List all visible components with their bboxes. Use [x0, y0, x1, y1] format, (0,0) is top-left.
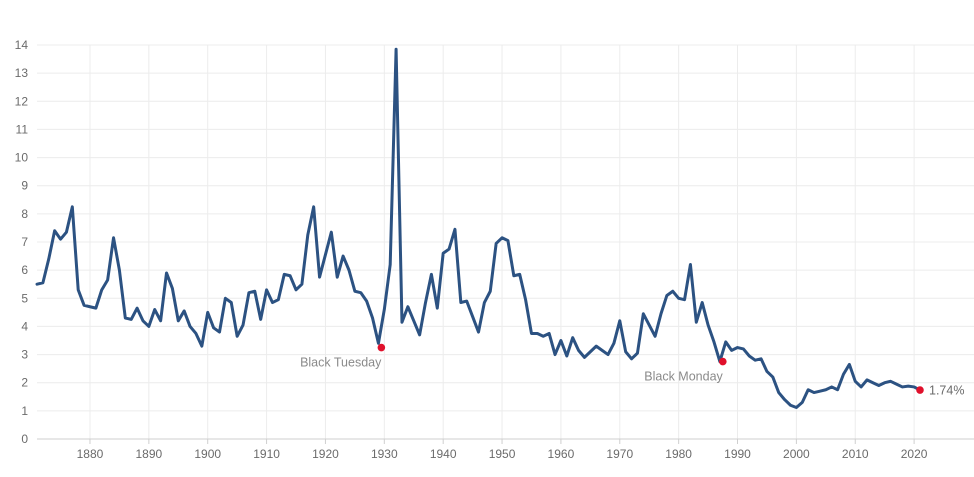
last-value-marker	[916, 386, 924, 394]
x-tick-label: 1950	[489, 447, 516, 461]
y-tick-label: 6	[21, 263, 28, 277]
y-tick-label: 3	[21, 348, 28, 362]
x-tick-label: 2010	[842, 447, 869, 461]
annotations: Black Tuesday Black Monday 1.74%	[300, 343, 964, 398]
x-tick-label: 2000	[783, 447, 810, 461]
x-tick-label: 1930	[371, 447, 398, 461]
y-tick-label: 13	[15, 66, 29, 80]
y-tick-label: 12	[15, 94, 29, 108]
axis	[37, 438, 974, 444]
event-label: Black Monday	[644, 370, 723, 384]
event-marker	[718, 357, 727, 366]
event-label: Black Tuesday	[300, 356, 382, 370]
series	[35, 47, 922, 409]
last-value-label: 1.74%	[929, 384, 964, 398]
x-tick-label: 1900	[194, 447, 221, 461]
y-tick-label: 9	[21, 179, 28, 193]
y-tick-label: 10	[15, 151, 29, 165]
x-tick-label: 1990	[724, 447, 751, 461]
y-tick-label: 14	[15, 38, 29, 52]
x-tick-label: 1920	[312, 447, 339, 461]
y-tick-label: 11	[16, 122, 29, 136]
x-tick-label: 1980	[665, 447, 692, 461]
event-marker	[377, 343, 386, 352]
y-tick-label: 1	[21, 404, 28, 418]
x-tick-label: 1910	[253, 447, 280, 461]
series-line	[35, 47, 922, 409]
y-tick-label: 5	[21, 291, 28, 305]
x-tick-label: 1890	[135, 447, 162, 461]
x-tick-label: 1970	[606, 447, 633, 461]
y-tick-label: 7	[21, 235, 28, 249]
x-tick-label: 1880	[77, 447, 104, 461]
x-tick-label: 1940	[430, 447, 457, 461]
x-tick-label: 2020	[901, 447, 928, 461]
y-tick-label: 4	[21, 319, 28, 333]
x-tick-label: 1960	[548, 447, 575, 461]
y-tick-label: 0	[21, 432, 28, 446]
y-tick-label: 8	[21, 207, 28, 221]
grid-lines	[37, 44, 974, 439]
y-tick-label: 2	[21, 376, 28, 390]
